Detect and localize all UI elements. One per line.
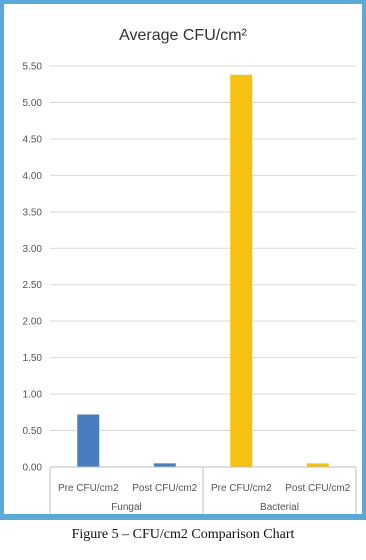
figure-caption: Figure 5 – CFU/cm2 Comparison Chart	[71, 527, 295, 542]
x-category-label: Pre CFU/cm2	[58, 483, 119, 494]
y-tick-label: 4.50	[23, 134, 43, 145]
y-tick-label: 1.50	[23, 353, 43, 364]
y-tick-label: 1.00	[23, 390, 43, 401]
x-group-label: Bacterial	[260, 502, 299, 513]
y-tick-label: 4.00	[23, 171, 43, 182]
bar	[77, 414, 100, 467]
x-category-label: Post CFU/cm2	[285, 483, 350, 494]
chart-title: Average CFU/cm²	[119, 27, 247, 44]
x-group-label: Fungal	[111, 502, 142, 513]
y-tick-label: 5.50	[23, 62, 43, 73]
bar	[230, 74, 253, 468]
y-tick-label: 3.50	[23, 207, 43, 218]
y-tick-label: 2.00	[23, 317, 43, 328]
y-tick-label: 0.00	[23, 463, 43, 474]
y-tick-label: 3.00	[23, 244, 43, 255]
chart-card: Average CFU/cm² 0.00 0.50 1.00 1.50 2.00 2.50…	[4, 4, 362, 514]
bar	[153, 463, 176, 467]
x-category-label: Post CFU/cm2	[132, 483, 197, 494]
y-tick-label: 5.00	[23, 98, 43, 109]
bar-chart: Average CFU/cm² 0.00 0.50 1.00 1.50 2.00 2.50…	[23, 27, 357, 514]
x-category-label: Pre CFU/cm2	[211, 483, 272, 494]
bar	[306, 463, 329, 467]
y-tick-label: 2.50	[23, 280, 43, 291]
chart-frame: Average CFU/cm² 0.00 0.50 1.00 1.50 2.00 2.50…	[0, 0, 366, 520]
y-tick-label: 0.50	[23, 426, 43, 437]
